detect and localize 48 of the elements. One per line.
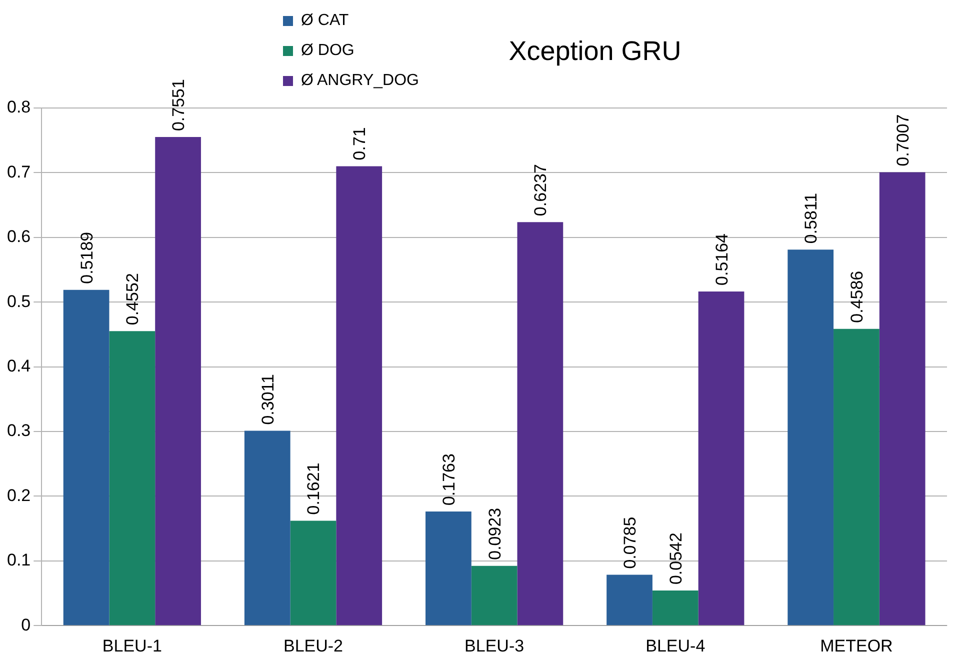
y-tick-label: 0.5 [6, 292, 31, 311]
y-tick-label: 0.4 [6, 356, 31, 376]
x-tick-label: BLEU-3 [464, 636, 524, 656]
legend-label: Ø ANGRY_DOG [301, 72, 419, 90]
x-tick-label: BLEU-4 [646, 636, 706, 656]
data-label: 0.0542 [666, 532, 686, 585]
bar [879, 172, 926, 626]
data-label: 0.1621 [304, 462, 324, 515]
data-label: 0.3011 [258, 374, 278, 425]
data-label: 0.5811 [802, 192, 821, 244]
data-label: 0.4586 [847, 270, 866, 323]
bar [426, 512, 472, 626]
legend-label: Ø CAT [301, 12, 349, 30]
bar [788, 250, 834, 626]
data-label: 0.71 [350, 127, 370, 160]
bar [698, 291, 744, 626]
data-label: 0.7551 [169, 79, 188, 132]
y-tick-label: 0.3 [6, 421, 31, 440]
legend-label: Ø DOG [301, 42, 354, 60]
data-label: 0.5164 [712, 233, 732, 286]
y-tick-label: 0.1 [6, 550, 31, 570]
data-label: 0.0923 [485, 508, 504, 560]
bar [155, 137, 201, 626]
y-tick-label: 0 [21, 615, 31, 634]
bar [606, 574, 652, 626]
chart-title: Xception GRU [508, 36, 682, 67]
data-label: 0.7007 [893, 114, 912, 166]
data-label: 0.1763 [439, 454, 458, 506]
data-label: 0.6237 [531, 164, 550, 216]
x-tick-label: BLEU-1 [102, 636, 162, 656]
bar [336, 166, 382, 626]
data-label: 0.0785 [620, 516, 640, 569]
bar [652, 590, 698, 626]
bar [834, 328, 880, 626]
bar [109, 331, 156, 626]
x-tick-label: BLEU-2 [283, 636, 344, 656]
y-tick-label: 0.7 [6, 162, 31, 182]
data-label: 0.4552 [123, 273, 142, 326]
y-tick-label: 0.2 [6, 486, 31, 505]
bar [244, 430, 290, 626]
y-tick-label: 0.8 [6, 98, 31, 117]
bar [63, 290, 110, 626]
data-label: 0.5189 [77, 232, 96, 284]
bar [290, 520, 336, 626]
x-tick-label: METEOR [820, 636, 893, 656]
bar [517, 222, 564, 626]
y-tick-label: 0.6 [6, 227, 31, 246]
bar [471, 566, 518, 626]
